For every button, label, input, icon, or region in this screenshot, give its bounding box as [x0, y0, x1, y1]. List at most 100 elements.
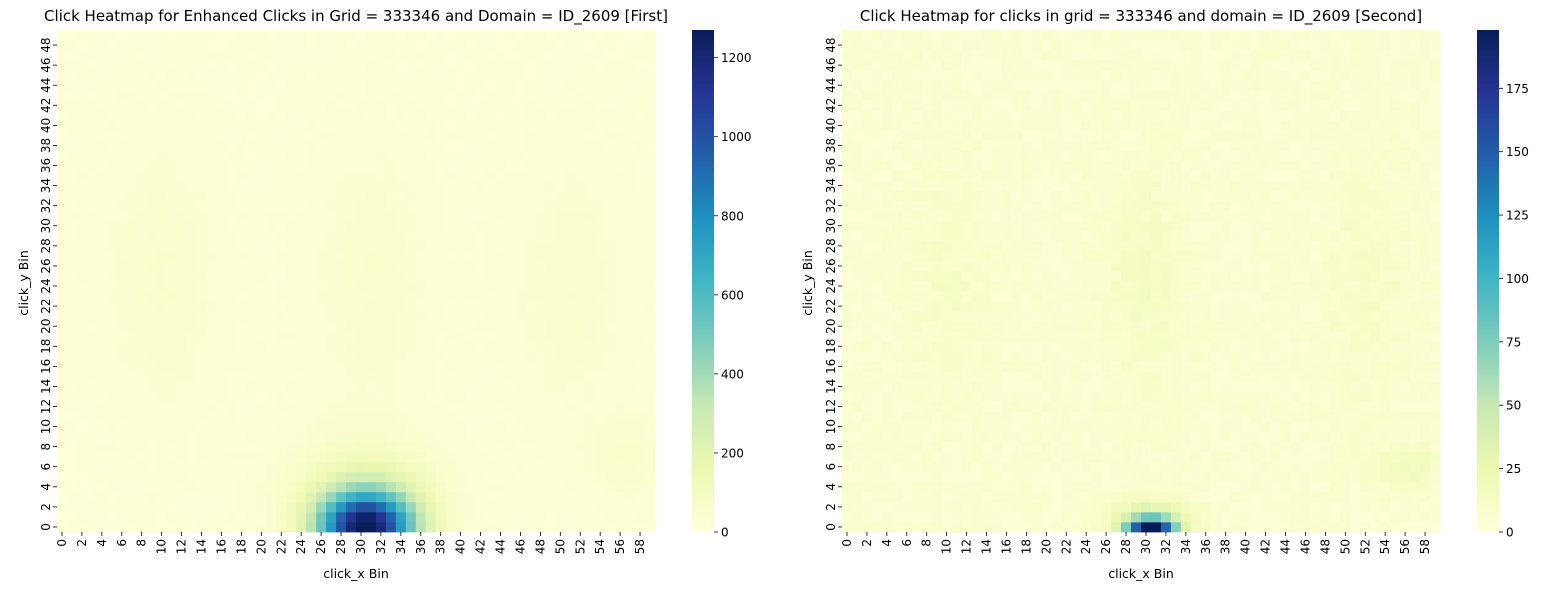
- heatmap-cell: [316, 412, 326, 422]
- heatmap-cell: [486, 462, 496, 472]
- heatmap-cell: [456, 120, 466, 130]
- heatmap-cell: [376, 30, 386, 40]
- heatmap-cell: [535, 140, 545, 150]
- heatmap-cell: [276, 482, 286, 492]
- heatmap-cell: [456, 452, 466, 462]
- heatmap-cell: [266, 40, 276, 50]
- y-tick-label: 0: [39, 523, 53, 531]
- heatmap-cell: [107, 452, 117, 462]
- heatmap-cell: [306, 90, 316, 100]
- heatmap-cell: [356, 321, 366, 331]
- heatmap-cell: [316, 120, 326, 130]
- heatmap-cell: [892, 241, 902, 251]
- heatmap-cell: [127, 140, 137, 150]
- heatmap-cell: [1360, 472, 1370, 482]
- heatmap-cell: [376, 442, 386, 452]
- heatmap-cell: [1231, 492, 1241, 502]
- heatmap-cell: [972, 241, 982, 251]
- heatmap-cell: [167, 462, 177, 472]
- heatmap-cell: [1420, 291, 1430, 301]
- heatmap-cell: [1291, 281, 1301, 291]
- heatmap-cell: [605, 371, 615, 381]
- heatmap-cell: [486, 60, 496, 70]
- heatmap-cell: [346, 171, 356, 181]
- heatmap-cell: [1061, 412, 1071, 422]
- heatmap-cell: [535, 281, 545, 291]
- heatmap-cell: [872, 381, 882, 391]
- heatmap-cell: [1161, 381, 1171, 391]
- heatmap-cell: [1360, 401, 1370, 411]
- heatmap-cell: [157, 191, 167, 201]
- heatmap-cell: [972, 291, 982, 301]
- heatmap-cell: [77, 401, 87, 411]
- heatmap-cell: [286, 412, 296, 422]
- heatmap-cell: [77, 221, 87, 231]
- heatmap-cell: [625, 191, 635, 201]
- heatmap-cell: [496, 452, 506, 462]
- heatmap-cell: [1121, 251, 1131, 261]
- heatmap-cell: [197, 130, 207, 140]
- heatmap-cell: [932, 371, 942, 381]
- heatmap-cell: [276, 80, 286, 90]
- heatmap-cell: [207, 60, 217, 70]
- heatmap-cell: [77, 482, 87, 492]
- heatmap-cell: [882, 281, 892, 291]
- heatmap-cell: [1071, 472, 1081, 482]
- heatmap-cell: [1061, 361, 1071, 371]
- heatmap-cell: [256, 191, 266, 201]
- heatmap-cell: [87, 502, 97, 512]
- heatmap-cell: [57, 462, 67, 472]
- heatmap-cell: [982, 412, 992, 422]
- heatmap-cell: [167, 271, 177, 281]
- heatmap-cell: [1161, 412, 1171, 422]
- heatmap-cell: [326, 211, 336, 221]
- heatmap-cell: [436, 391, 446, 401]
- heatmap-cell: [1320, 381, 1330, 391]
- heatmap-cell: [157, 492, 167, 502]
- heatmap-cell: [306, 361, 316, 371]
- heatmap-cell: [1031, 231, 1041, 241]
- heatmap-cell: [902, 432, 912, 442]
- heatmap-cell: [246, 261, 256, 271]
- heatmap-cell: [1051, 371, 1061, 381]
- heatmap-cell: [595, 422, 605, 432]
- heatmap-cell: [506, 291, 516, 301]
- heatmap-cell: [902, 522, 912, 532]
- heatmap-cell: [1021, 452, 1031, 462]
- heatmap-cell: [1101, 231, 1111, 241]
- heatmap-cell: [436, 100, 446, 110]
- heatmap-cell: [1211, 502, 1221, 512]
- heatmap-cell: [356, 462, 366, 472]
- heatmap-cell: [236, 251, 246, 261]
- heatmap-cell: [87, 512, 97, 522]
- heatmap-cell: [535, 301, 545, 311]
- heatmap-cell: [1390, 462, 1400, 472]
- heatmap-cell: [1201, 231, 1211, 241]
- heatmap-cell: [416, 120, 426, 130]
- heatmap-cell: [366, 301, 376, 311]
- heatmap-cell: [545, 40, 555, 50]
- heatmap-cell: [266, 171, 276, 181]
- heatmap-cell: [436, 301, 446, 311]
- heatmap-cell: [1271, 462, 1281, 472]
- heatmap-cell: [147, 371, 157, 381]
- heatmap-cell: [635, 281, 645, 291]
- heatmap-cell: [246, 391, 256, 401]
- heatmap-cell: [1041, 371, 1051, 381]
- heatmap-cell: [236, 171, 246, 181]
- heatmap-cell: [565, 321, 575, 331]
- heatmap-cell: [1291, 391, 1301, 401]
- heatmap-cell: [466, 50, 476, 60]
- heatmap-cell: [276, 110, 286, 120]
- heatmap-cell: [575, 90, 585, 100]
- heatmap-cell: [57, 241, 67, 251]
- heatmap-cell: [952, 482, 962, 492]
- heatmap-cell: [197, 341, 207, 351]
- heatmap-cell: [1330, 391, 1340, 401]
- heatmap-cell: [585, 472, 595, 482]
- heatmap-cell: [426, 100, 436, 110]
- heatmap-cell: [1101, 261, 1111, 271]
- heatmap-cell: [336, 171, 346, 181]
- heatmap-cell: [635, 171, 645, 181]
- heatmap-cell: [256, 341, 266, 351]
